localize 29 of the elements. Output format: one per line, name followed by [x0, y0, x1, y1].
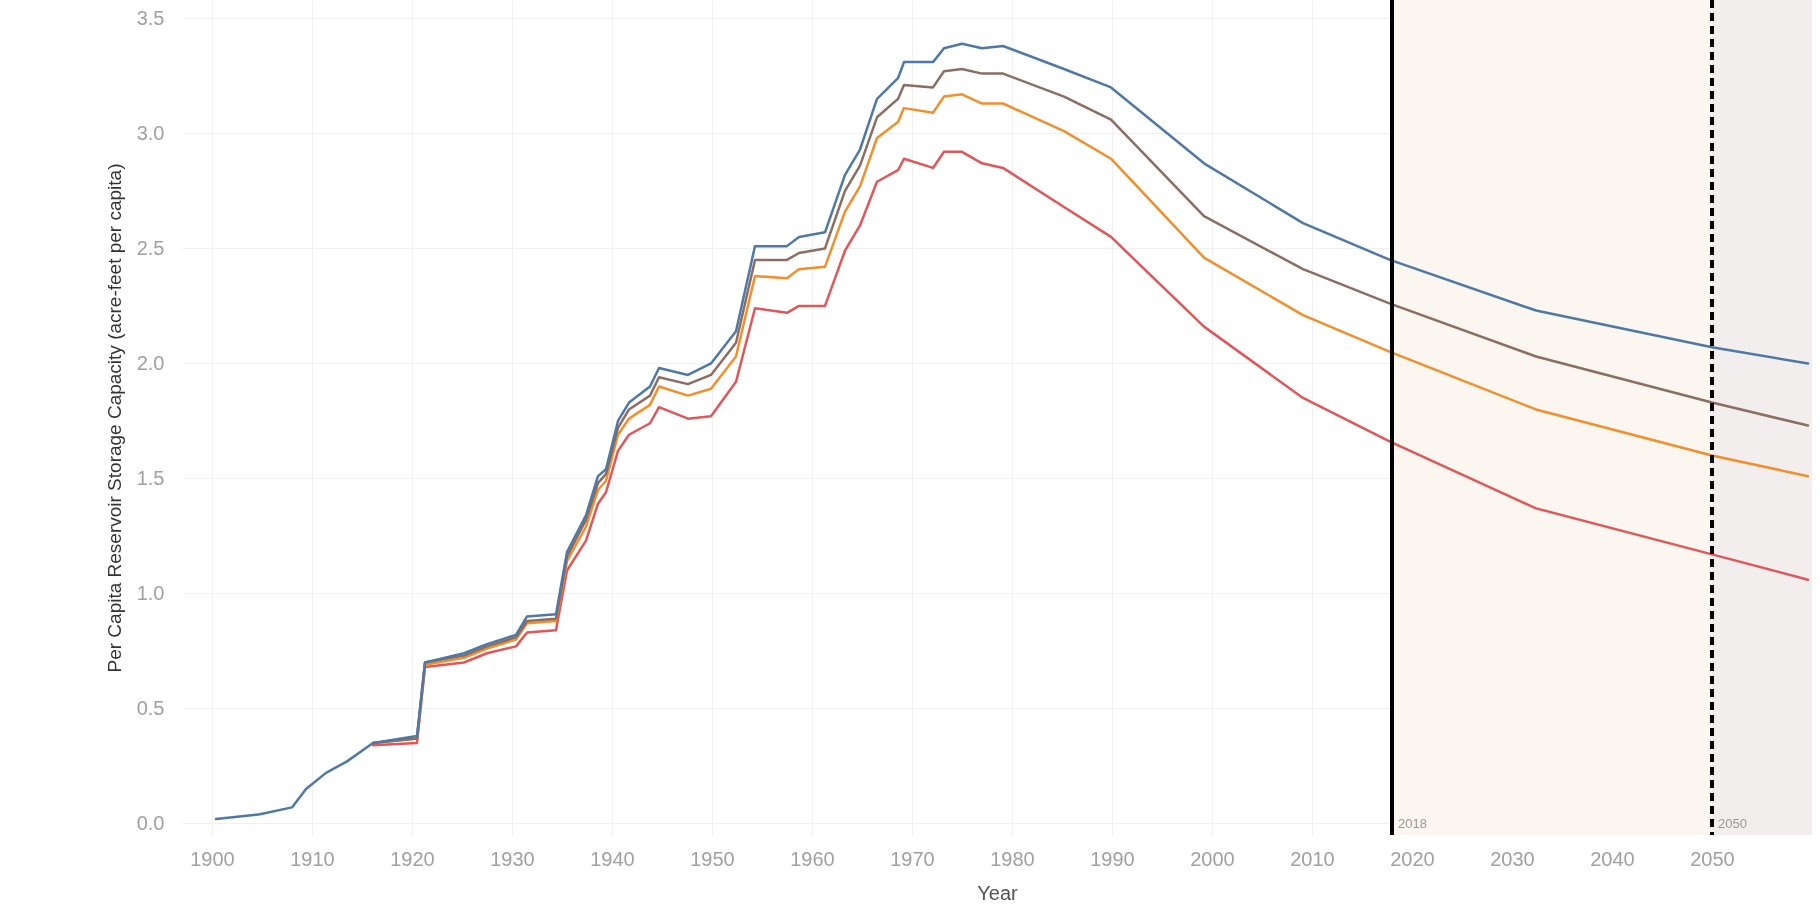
ref-line-label: 2050: [1718, 816, 1747, 831]
x-tick-label: 2020: [1390, 847, 1435, 870]
x-tick-label: 2010: [1290, 847, 1335, 870]
y-tick-label: 3.0: [136, 121, 165, 144]
y-tick-label: 2.5: [136, 236, 165, 259]
x-tick-label: 1990: [1090, 847, 1135, 870]
x-tick-label: 2000: [1190, 847, 1235, 870]
x-tick-label: 2030: [1490, 847, 1535, 870]
x-tick-label: 1970: [890, 847, 935, 870]
x-tick-label: 1910: [290, 847, 335, 870]
x-tick-label: 2040: [1590, 847, 1635, 870]
x-tick-label: 1980: [990, 847, 1035, 870]
y-tick-label: 3.5: [136, 6, 165, 29]
y-axis-title: Per Capita Reservoir Storage Capacity (acre-feet per capita): [103, 163, 125, 673]
x-tick-label: 1920: [390, 847, 435, 870]
y-tick-label: 2.0: [136, 351, 165, 374]
x-tick-label: 2050: [1690, 847, 1735, 870]
x-tick-label: 1940: [590, 847, 635, 870]
y-tick-label: 0.0: [136, 812, 165, 834]
x-tick-label: 1900: [190, 847, 235, 870]
y-tick-label: 0.5: [136, 696, 165, 719]
y-tick-label: 1.0: [136, 581, 165, 604]
x-tick-label: 1930: [490, 847, 535, 870]
ref-line-label: 2018: [1398, 816, 1427, 831]
line-series: [214, 42, 1810, 821]
x-tick-label: 1960: [790, 847, 835, 870]
x-tick-label: 1950: [690, 847, 735, 870]
y-tick-label: 1.5: [136, 466, 165, 489]
x-axis-title: Year: [977, 881, 1019, 904]
